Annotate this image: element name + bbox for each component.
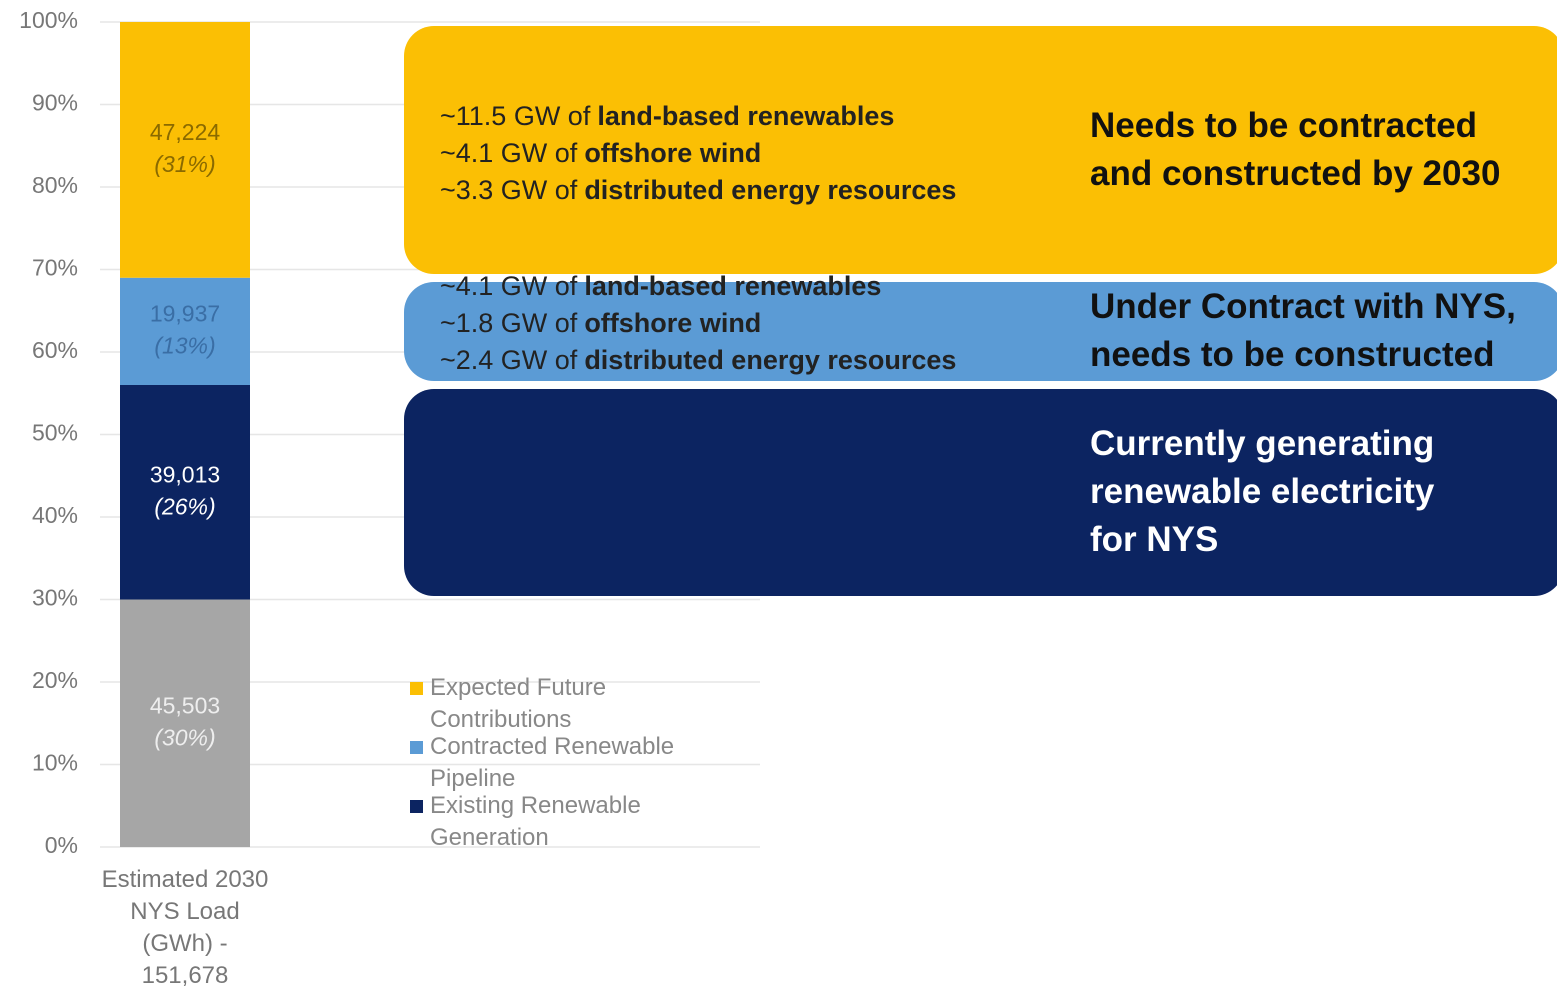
y-tick-label: 70% xyxy=(32,255,78,281)
heading-line: needs to be constructed xyxy=(1090,335,1495,375)
y-tick-label: 0% xyxy=(45,832,78,858)
heading-line: Under Contract with NYS, xyxy=(1090,287,1516,327)
annotation-heading: Currently generating renewable electricit… xyxy=(1090,420,1434,564)
data-label: 19,937 xyxy=(150,300,220,326)
data-label: (30%) xyxy=(154,724,215,750)
heading-line: for NYS xyxy=(1090,520,1219,560)
bullet-line: ~2.4 GW of distributed energy resources xyxy=(440,342,956,379)
bar-segment xyxy=(120,22,250,278)
bullet-line: ~4.1 GW of land-based renewables xyxy=(440,268,956,305)
data-label: 47,224 xyxy=(150,119,221,145)
heading-line: Currently generating xyxy=(1090,424,1435,464)
bullet-bold: offshore wind xyxy=(584,307,762,338)
bullet-bold: offshore wind xyxy=(584,138,762,169)
data-label: (26%) xyxy=(154,493,215,519)
y-tick-label: 60% xyxy=(32,337,78,363)
y-tick-label: 50% xyxy=(32,420,78,446)
bullet-prefix: ~4.1 GW of xyxy=(440,138,578,169)
heading-line: and constructed by 2030 xyxy=(1090,153,1501,193)
bullet-prefix: ~1.8 GW of xyxy=(440,307,578,338)
annotation-box: Needs to be contracted and constructed by… xyxy=(404,26,1557,274)
bar-segment xyxy=(120,277,250,385)
y-tick-label: 80% xyxy=(32,172,78,198)
bullet-prefix: ~3.3 GW of xyxy=(440,175,578,206)
legend-label: Expected Future Contributions xyxy=(430,674,607,733)
heading-line: renewable electricity xyxy=(1090,472,1435,512)
y-tick-label: 100% xyxy=(19,7,78,33)
legend-swatch xyxy=(410,741,423,754)
bullet-bold: land-based renewables xyxy=(584,270,882,301)
bar-segment xyxy=(120,599,250,847)
legend-item: Existing Renewable Generation xyxy=(410,790,710,854)
annotation-box: Under Contract with NYS, needs to be cons… xyxy=(404,271,1557,381)
annotation-lines: ~11.5 GW of land-based renewables ~4.1 GW … xyxy=(440,98,956,209)
y-tick-label: 20% xyxy=(32,667,78,693)
bullet-bold: distributed energy resources xyxy=(584,175,957,206)
bullet-line: ~11.5 GW of land-based renewables xyxy=(440,98,956,135)
x-tick-label: Estimated 2030 NYS Load (GWh) - 151,678 xyxy=(101,866,269,989)
legend-swatch xyxy=(410,682,423,695)
y-tick-label: 90% xyxy=(32,90,78,116)
legend-label: Existing Renewable Generation xyxy=(430,792,641,851)
bullet-line: ~1.8 GW of offshore wind xyxy=(440,305,956,342)
bullet-line: ~3.3 GW of distributed energy resources xyxy=(440,172,956,209)
heading-line: Needs to be contracted xyxy=(1090,105,1478,145)
y-tick-label: 30% xyxy=(32,585,78,611)
legend-label: Contracted Renewable Pipeline xyxy=(430,733,675,792)
data-label: 39,013 xyxy=(150,461,220,487)
data-label: (13%) xyxy=(154,332,215,358)
annotation-box: Currently generating renewable electricit… xyxy=(404,389,1557,596)
data-label: (31%) xyxy=(154,151,215,177)
bullet-prefix: ~2.4 GW of xyxy=(440,344,578,375)
bullet-line: ~4.1 GW of offshore wind xyxy=(440,135,956,172)
bullet-prefix: ~11.5 GW of xyxy=(440,101,591,132)
legend-swatch xyxy=(410,800,423,813)
data-label: 45,503 xyxy=(150,692,220,718)
bullet-prefix: ~4.1 GW of xyxy=(440,270,578,301)
y-tick-label: 10% xyxy=(32,750,78,776)
bullet-bold: land-based renewables xyxy=(597,101,895,132)
legend-item: Contracted Renewable Pipeline xyxy=(410,731,710,795)
bullet-bold: distributed energy resources xyxy=(584,344,957,375)
legend-item: Expected Future Contributions xyxy=(410,672,710,736)
annotation-heading: Under Contract with NYS, needs to be cons… xyxy=(1090,283,1516,379)
annotation-heading: Needs to be contracted and constructed by… xyxy=(1090,102,1500,198)
bar-segment xyxy=(120,385,250,600)
y-tick-label: 40% xyxy=(32,502,78,528)
annotation-lines: ~4.1 GW of land-based renewables ~1.8 GW o… xyxy=(440,268,956,379)
